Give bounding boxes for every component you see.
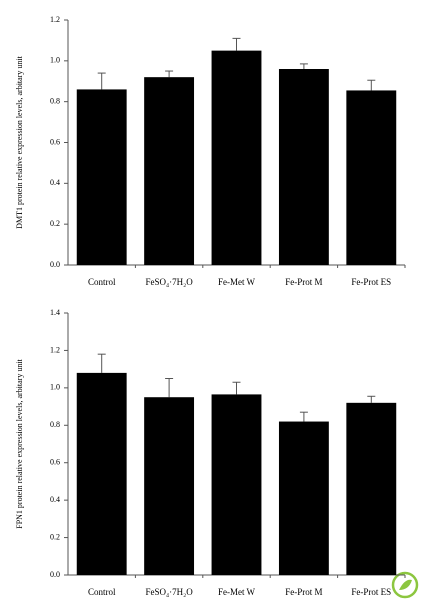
y-tick-label: 0.8 [50,96,60,105]
y-tick-label: 1.0 [50,56,60,65]
bar [76,372,127,575]
logo [391,571,419,599]
y-axis-label: DMT1 protein relative expression levels,… [15,55,24,228]
y-tick-label: 0.6 [50,458,60,467]
x-tick-label: Fe-Met W [218,277,256,287]
bar [211,50,262,265]
y-tick-label: 0.2 [50,219,60,228]
bar [346,402,397,575]
bar [144,77,195,266]
y-axis-label: FPN1 protein relative expression levels,… [15,358,24,528]
y-tick-label: 0.4 [50,495,60,504]
y-tick-label: 1.0 [50,383,60,392]
x-tick-label: Fe-Prot M [285,587,322,597]
y-tick-label: 0.8 [50,420,60,429]
x-tick-label: FeSO₄·7H₂O [145,587,193,597]
x-tick-label: Fe-Prot M [285,277,322,287]
bar [346,90,397,265]
y-tick-label: 0.6 [50,137,60,146]
bar [278,69,329,265]
y-tick-label: 1.2 [50,345,60,354]
x-tick-label: Fe-Prot ES [351,277,391,287]
x-tick-label: Fe-Prot ES [351,587,391,597]
bar [278,421,329,575]
y-tick-label: 0.0 [50,570,60,579]
bar [144,397,195,575]
y-tick-label: 1.4 [50,308,60,317]
y-tick-label: 0.4 [50,178,60,187]
y-tick-label: 0.0 [50,260,60,269]
y-tick-label: 0.2 [50,532,60,541]
y-tick-label: 1.2 [50,15,60,24]
x-tick-label: FeSO₄·7H₂O [145,277,193,287]
bar [211,394,262,575]
x-tick-label: Fe-Met W [218,587,256,597]
x-tick-label: Control [88,587,116,597]
x-tick-label: Control [88,277,116,287]
bar [76,89,127,266]
